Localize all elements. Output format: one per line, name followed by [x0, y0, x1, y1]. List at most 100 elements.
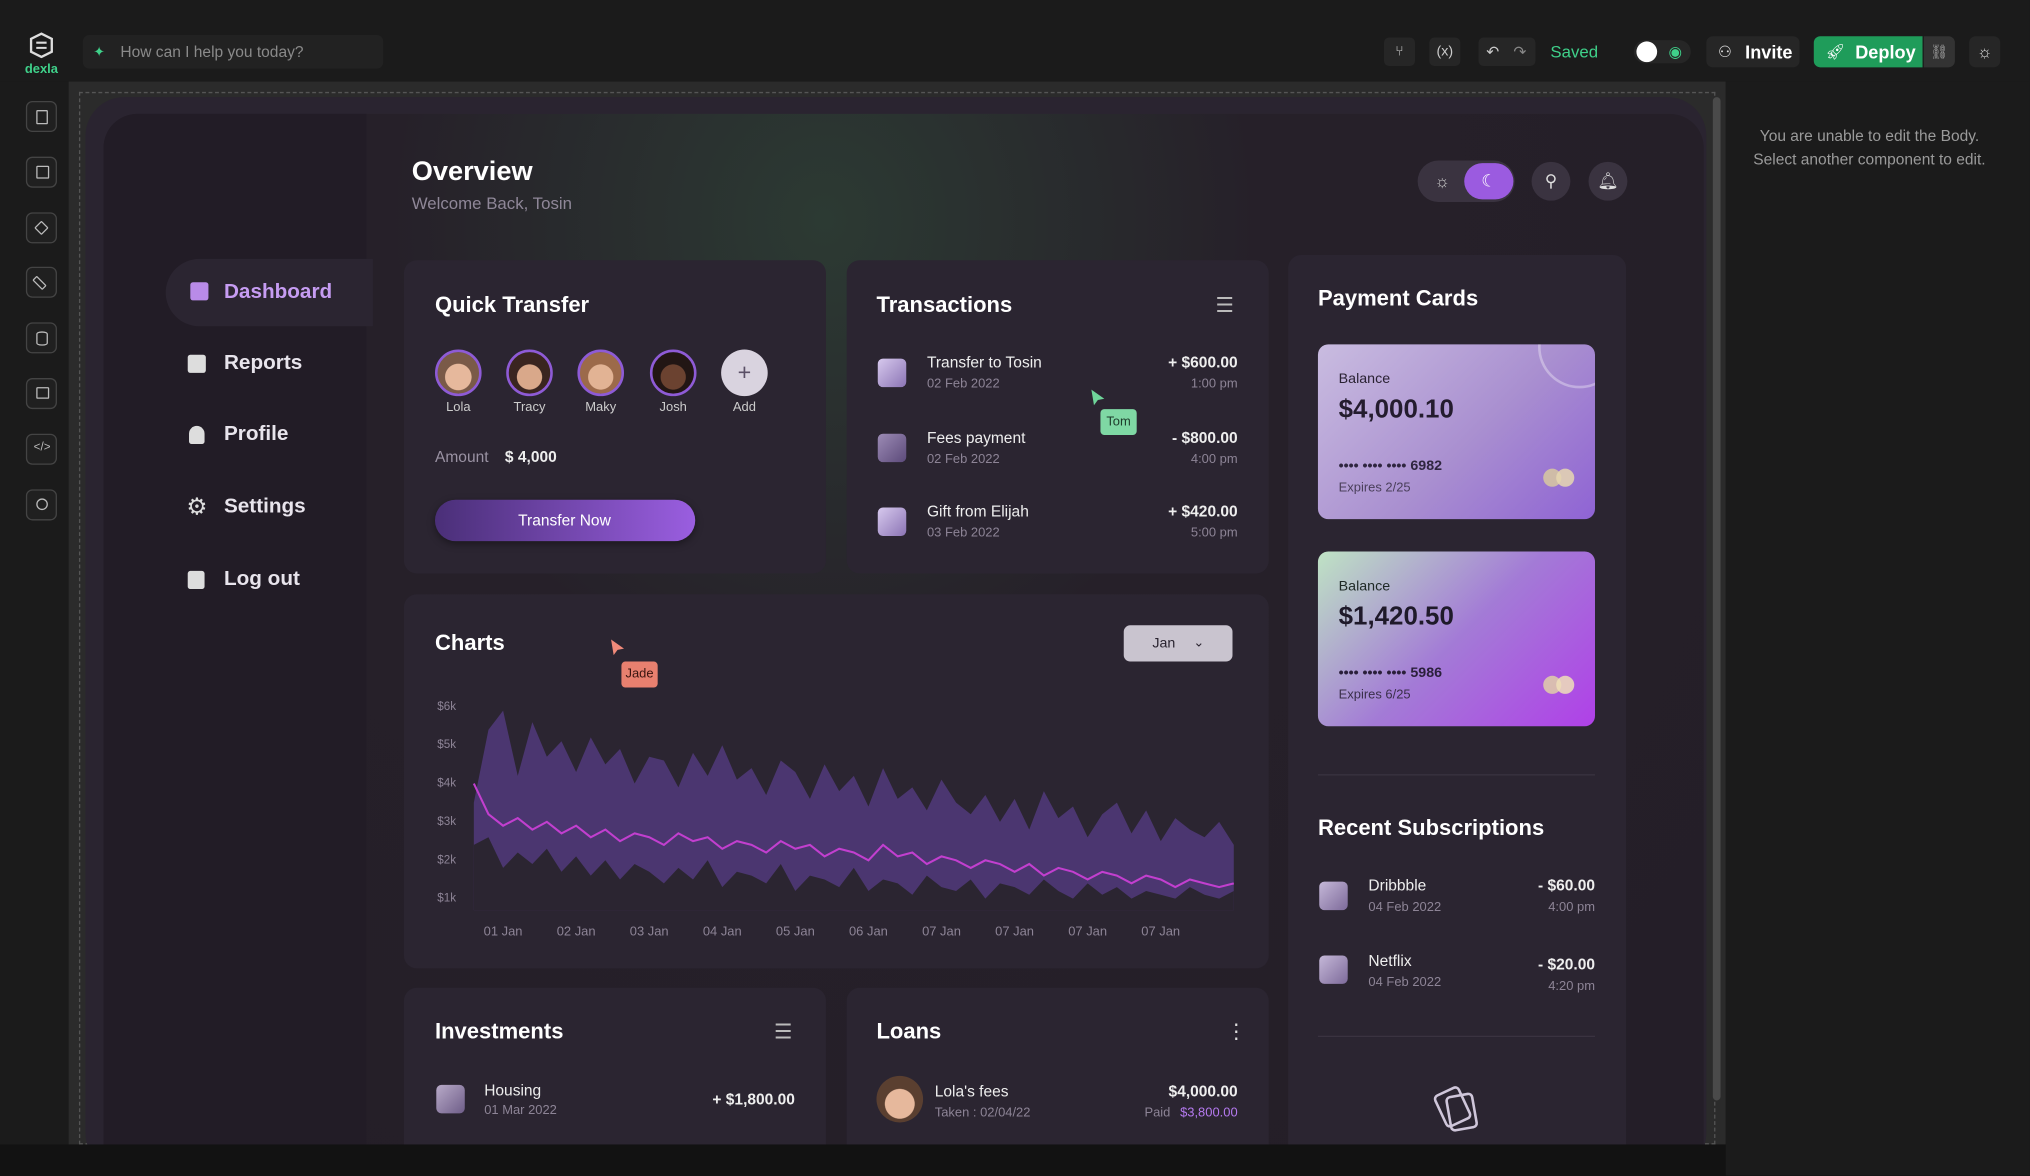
code-tool[interactable]: </>: [25, 433, 57, 465]
cursor-name: Jade: [625, 667, 654, 682]
card-title: Loans: [876, 1018, 942, 1044]
card-balance: $4,000.10: [1338, 395, 1454, 424]
transaction-name: Gift from Elijah: [926, 502, 1029, 521]
amount-label: Amount: [434, 447, 489, 467]
x-tick-label: 04 Jan: [703, 924, 742, 939]
payment-card[interactable]: [1317, 344, 1595, 520]
y-tick-label: $4k: [437, 777, 456, 790]
style-tool[interactable]: [25, 266, 57, 298]
settings-tool[interactable]: [25, 489, 57, 521]
x-tick-label: 07 Jan: [1141, 924, 1180, 939]
variables-button[interactable]: [1429, 37, 1461, 67]
card-expiry: Expires 6/25: [1338, 688, 1411, 703]
invite-button[interactable]: [1706, 36, 1800, 68]
card-label: Balance: [1338, 371, 1391, 388]
transaction-date: 02 Feb 2022: [926, 452, 1000, 467]
transaction-time: 1:00 pm: [1190, 377, 1238, 392]
filter-icon[interactable]: ☰: [773, 1021, 793, 1044]
subscription-icon: [1319, 955, 1348, 984]
invite-label: Invite: [1745, 41, 1793, 63]
x-tick-label: 01 Jan: [484, 924, 523, 939]
nav-item[interactable]: Profile: [223, 423, 289, 446]
loans-card: [846, 987, 1269, 1176]
invite-icon: ⚇: [1717, 42, 1732, 61]
month-dropdown[interactable]: [1123, 625, 1233, 662]
area-lower: [473, 837, 1234, 911]
loan-paid: $3,800.00: [1180, 1106, 1238, 1121]
avatar[interactable]: [506, 349, 553, 397]
page-title: Overview: [411, 156, 533, 187]
transaction-amount: - $800.00: [1172, 428, 1238, 447]
avatar[interactable]: [577, 349, 625, 397]
branch-button[interactable]: [1383, 37, 1416, 67]
nav-item[interactable]: Reports: [223, 352, 303, 375]
cursor-name: Tom: [1106, 414, 1131, 430]
nav-item[interactable]: Dashboard: [223, 280, 333, 303]
sparkle-icon: ✦: [93, 44, 106, 61]
footer-strip: [0, 1144, 2030, 1176]
pages-tool[interactable]: [25, 100, 57, 133]
x-tick-label: 07 Jan: [995, 924, 1034, 939]
avatar[interactable]: [434, 349, 482, 397]
notification-button[interactable]: [1588, 161, 1628, 201]
transfer-button[interactable]: [434, 499, 696, 542]
saved-status: Saved: [1550, 42, 1599, 62]
components-tool[interactable]: [25, 156, 57, 188]
card-label: Balance: [1338, 578, 1391, 595]
dashboard-icon: [190, 282, 209, 301]
card-title: Transactions: [876, 292, 1013, 318]
more-icon[interactable]: ⋮: [1226, 1021, 1247, 1044]
layers-tool[interactable]: [25, 212, 57, 244]
nav-item[interactable]: Log out: [223, 568, 300, 591]
light-icon: ☼: [1434, 171, 1450, 191]
subscription-date: 04 Feb 2022: [1368, 900, 1442, 915]
chevron-icon: ⌄: [1193, 636, 1205, 651]
amount-input[interactable]: $ 4,000: [504, 447, 557, 467]
transaction-name: Fees payment: [926, 428, 1026, 447]
prompt-input[interactable]: [82, 34, 384, 69]
card-brand: [1556, 675, 1575, 694]
avatar[interactable]: [649, 349, 697, 397]
y-tick-label: $3k: [437, 815, 456, 828]
deploy-button[interactable]: [1813, 36, 1923, 68]
card-number: •••• •••• •••• 5986: [1338, 665, 1443, 681]
payment-card[interactable]: [1317, 551, 1595, 727]
filter-icon[interactable]: ☰: [1215, 295, 1235, 318]
add-contact[interactable]: [721, 349, 768, 397]
subscription-amount: - $60.00: [1537, 876, 1595, 895]
redo-icon: ↷: [1513, 42, 1527, 61]
avatar: [876, 1075, 924, 1123]
cursor-tag: [621, 661, 658, 688]
search-button[interactable]: [1531, 161, 1571, 201]
investment-name: Housing: [484, 1081, 542, 1100]
assets-tool[interactable]: [25, 378, 57, 410]
dark-option[interactable]: [1464, 163, 1514, 200]
transaction-icon: [877, 507, 907, 536]
scrollbar[interactable]: [1712, 97, 1721, 1101]
nav-item[interactable]: Settings: [223, 495, 306, 518]
data-tool[interactable]: [25, 322, 57, 354]
search-icon: ⚲: [1544, 170, 1558, 191]
transaction-icon: [877, 358, 907, 388]
branch-icon: ⑂: [1395, 44, 1404, 60]
panel-title: Payment Cards: [1317, 286, 1479, 311]
x-tick-label: 05 Jan: [776, 924, 815, 939]
theme-button[interactable]: [1969, 36, 2001, 68]
undo-redo[interactable]: [1478, 37, 1536, 67]
transaction-date: 02 Feb 2022: [926, 377, 1000, 392]
contact-name: Josh: [659, 400, 687, 415]
inspector-panel: [1725, 81, 2030, 1176]
contact-name: Lola: [446, 400, 471, 415]
subscription-name: Netflix: [1368, 951, 1412, 970]
link-button[interactable]: [1923, 36, 1955, 68]
page-subtitle: Welcome Back, Tosin: [411, 193, 572, 213]
x-tick-label: 07 Jan: [922, 924, 961, 939]
y-tick-label: $2k: [437, 853, 456, 866]
x-tick-label: 03 Jan: [630, 924, 669, 939]
cursor-tag: [1100, 409, 1137, 435]
area-chart: $6k $5k $4k $3k $2k $1k 01 Jan 02 Jan 03 Jan 04 J…: [437, 700, 1235, 939]
transaction-amount: + $600.00: [1168, 353, 1238, 372]
left-toolbar: [0, 81, 69, 1176]
subscription-time: 4:00 pm: [1548, 900, 1595, 915]
